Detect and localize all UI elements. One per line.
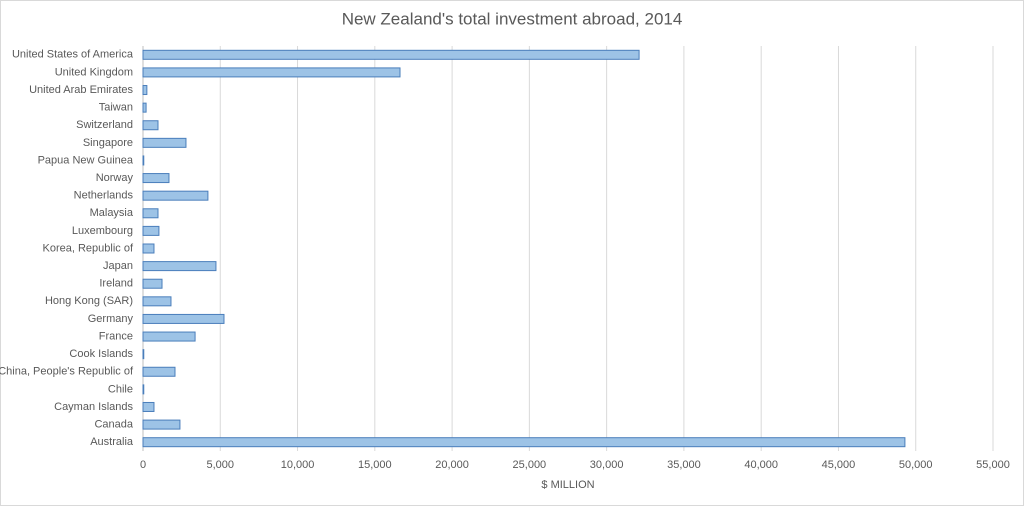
x-tick-label: 0 (140, 459, 146, 471)
y-tick-label: China, People's Republic of (0, 366, 134, 378)
y-tick-label: Hong Kong (SAR) (45, 295, 133, 307)
y-tick-label: Malaysia (90, 207, 134, 219)
bar (142, 384, 145, 395)
bar (142, 120, 159, 131)
y-tick-label: Singapore (83, 137, 133, 149)
bar (142, 278, 163, 289)
y-tick-label: Canada (94, 418, 133, 430)
y-tick-label: Japan (103, 260, 133, 272)
bar (142, 419, 181, 430)
y-tick-label: Netherlands (74, 190, 134, 202)
bar (142, 349, 145, 360)
x-tick-label: 15,000 (358, 459, 392, 471)
bar (142, 173, 170, 184)
x-tick-label: 40,000 (744, 459, 778, 471)
bar (142, 366, 176, 377)
y-tick-label: Chile (108, 383, 133, 395)
bar (142, 85, 148, 96)
y-tick-label: United Arab Emirates (29, 84, 133, 96)
bar (142, 437, 906, 448)
x-tick-label: 35,000 (667, 459, 701, 471)
y-tick-label: Cook Islands (69, 348, 133, 360)
x-tick-label: 5,000 (207, 459, 235, 471)
bar (142, 137, 187, 148)
y-tick-label: Ireland (99, 278, 133, 290)
y-tick-label: Germany (88, 313, 134, 325)
y-tick-label: Cayman Islands (54, 401, 133, 413)
y-tick-label: United Kingdom (55, 66, 133, 78)
x-tick-label: 50,000 (899, 459, 933, 471)
y-tick-label: Australia (90, 436, 134, 448)
chart-title: New Zealand's total investment abroad, 2… (342, 9, 683, 28)
y-tick-label: Switzerland (76, 119, 133, 131)
x-axis-label: $ MILLION (541, 479, 594, 491)
x-tick-label: 30,000 (590, 459, 624, 471)
x-tick-label: 25,000 (513, 459, 547, 471)
x-tick-label: 45,000 (822, 459, 856, 471)
y-tick-label: United States of America (12, 49, 134, 61)
bar (142, 243, 155, 254)
y-tick-label: Korea, Republic of (43, 242, 134, 254)
bar (142, 190, 209, 201)
y-tick-label: Papua New Guinea (38, 154, 134, 166)
y-tick-label: Luxembourg (72, 225, 133, 237)
bar (142, 208, 159, 219)
bar (142, 67, 401, 78)
x-tick-label: 10,000 (281, 459, 315, 471)
bar (142, 331, 196, 342)
y-tick-label: Taiwan (99, 102, 133, 114)
y-tick-label: France (99, 330, 133, 342)
bar (142, 296, 172, 307)
bar (142, 155, 145, 166)
bar (142, 401, 155, 412)
bar (142, 225, 160, 236)
bar (142, 261, 217, 272)
bar (142, 102, 147, 113)
x-tick-label: 55,000 (976, 459, 1010, 471)
y-tick-label: Norway (96, 172, 134, 184)
bar (142, 313, 225, 324)
x-tick-label: 20,000 (435, 459, 469, 471)
bar (142, 49, 640, 60)
